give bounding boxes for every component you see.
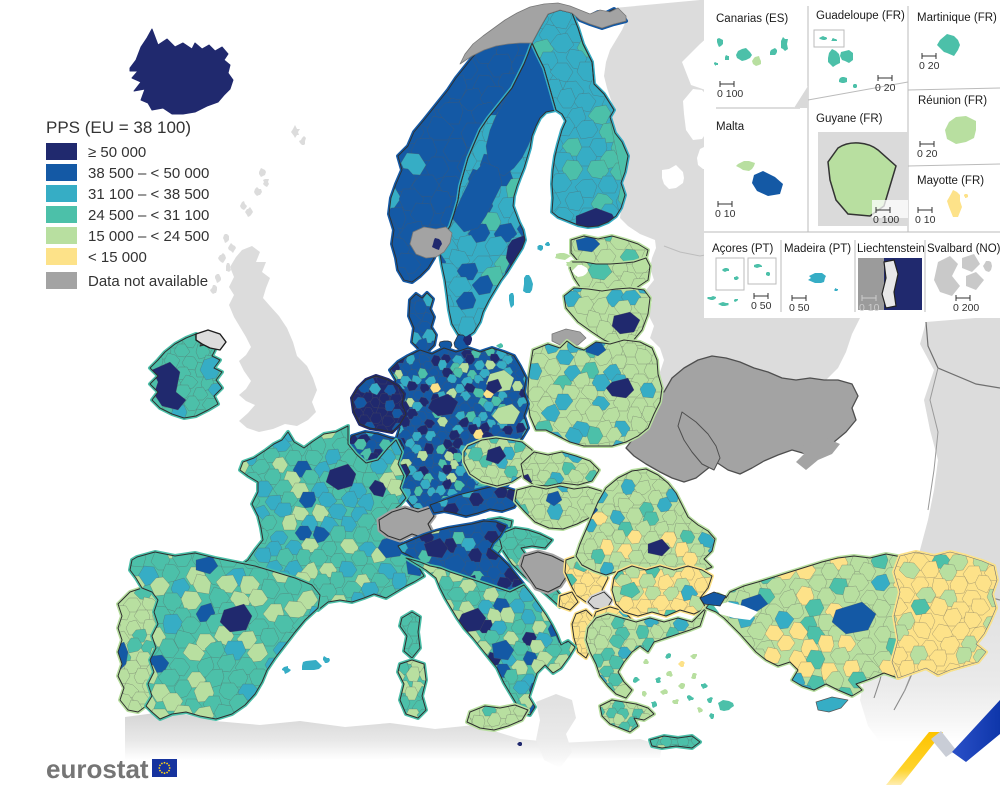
svg-text:0 10: 0 10 [915, 214, 936, 226]
svg-text:eurostat: eurostat [46, 754, 149, 784]
svg-text:Liechtenstein: Liechtenstein [857, 243, 925, 255]
svg-text:Guadeloupe (FR): Guadeloupe (FR) [816, 10, 905, 22]
svg-text:0 20: 0 20 [917, 148, 938, 160]
svg-text:Açores (PT): Açores (PT) [712, 243, 774, 255]
svg-text:PPS (EU = 38 100): PPS (EU = 38 100) [46, 118, 191, 137]
svg-text:Malta: Malta [716, 121, 745, 133]
svg-text:Martinique (FR): Martinique (FR) [917, 12, 997, 24]
svg-text:≥ 50 000: ≥ 50 000 [88, 144, 146, 161]
svg-text:0 20: 0 20 [875, 82, 896, 94]
svg-text:0 50: 0 50 [751, 300, 772, 312]
svg-text:Madeira (PT): Madeira (PT) [784, 243, 851, 255]
svg-text:38 500 – < 50 000: 38 500 – < 50 000 [88, 165, 209, 182]
svg-text:0 100: 0 100 [873, 214, 899, 226]
svg-text:0 100: 0 100 [717, 88, 743, 100]
svg-text:Mayotte (FR): Mayotte (FR) [917, 175, 984, 187]
svg-text:Svalbard (NO): Svalbard (NO) [927, 243, 1000, 255]
svg-text:15 000 – < 24 500: 15 000 – < 24 500 [88, 228, 209, 245]
svg-text:< 15 000: < 15 000 [88, 249, 147, 266]
svg-text:0 50: 0 50 [789, 302, 810, 314]
svg-text:Canarias (ES): Canarias (ES) [716, 13, 788, 25]
svg-text:Réunion (FR): Réunion (FR) [918, 95, 987, 107]
svg-text:0 200: 0 200 [953, 302, 979, 314]
svg-text:0 10: 0 10 [859, 302, 880, 314]
svg-text:0 10: 0 10 [715, 208, 736, 220]
svg-text:0 20: 0 20 [919, 60, 940, 72]
svg-text:Guyane (FR): Guyane (FR) [816, 113, 883, 125]
svg-text:31 100 – < 38 500: 31 100 – < 38 500 [88, 186, 209, 203]
svg-text:24 500 – < 31 100: 24 500 – < 31 100 [88, 207, 209, 224]
svg-text:Data not available: Data not available [88, 273, 208, 290]
